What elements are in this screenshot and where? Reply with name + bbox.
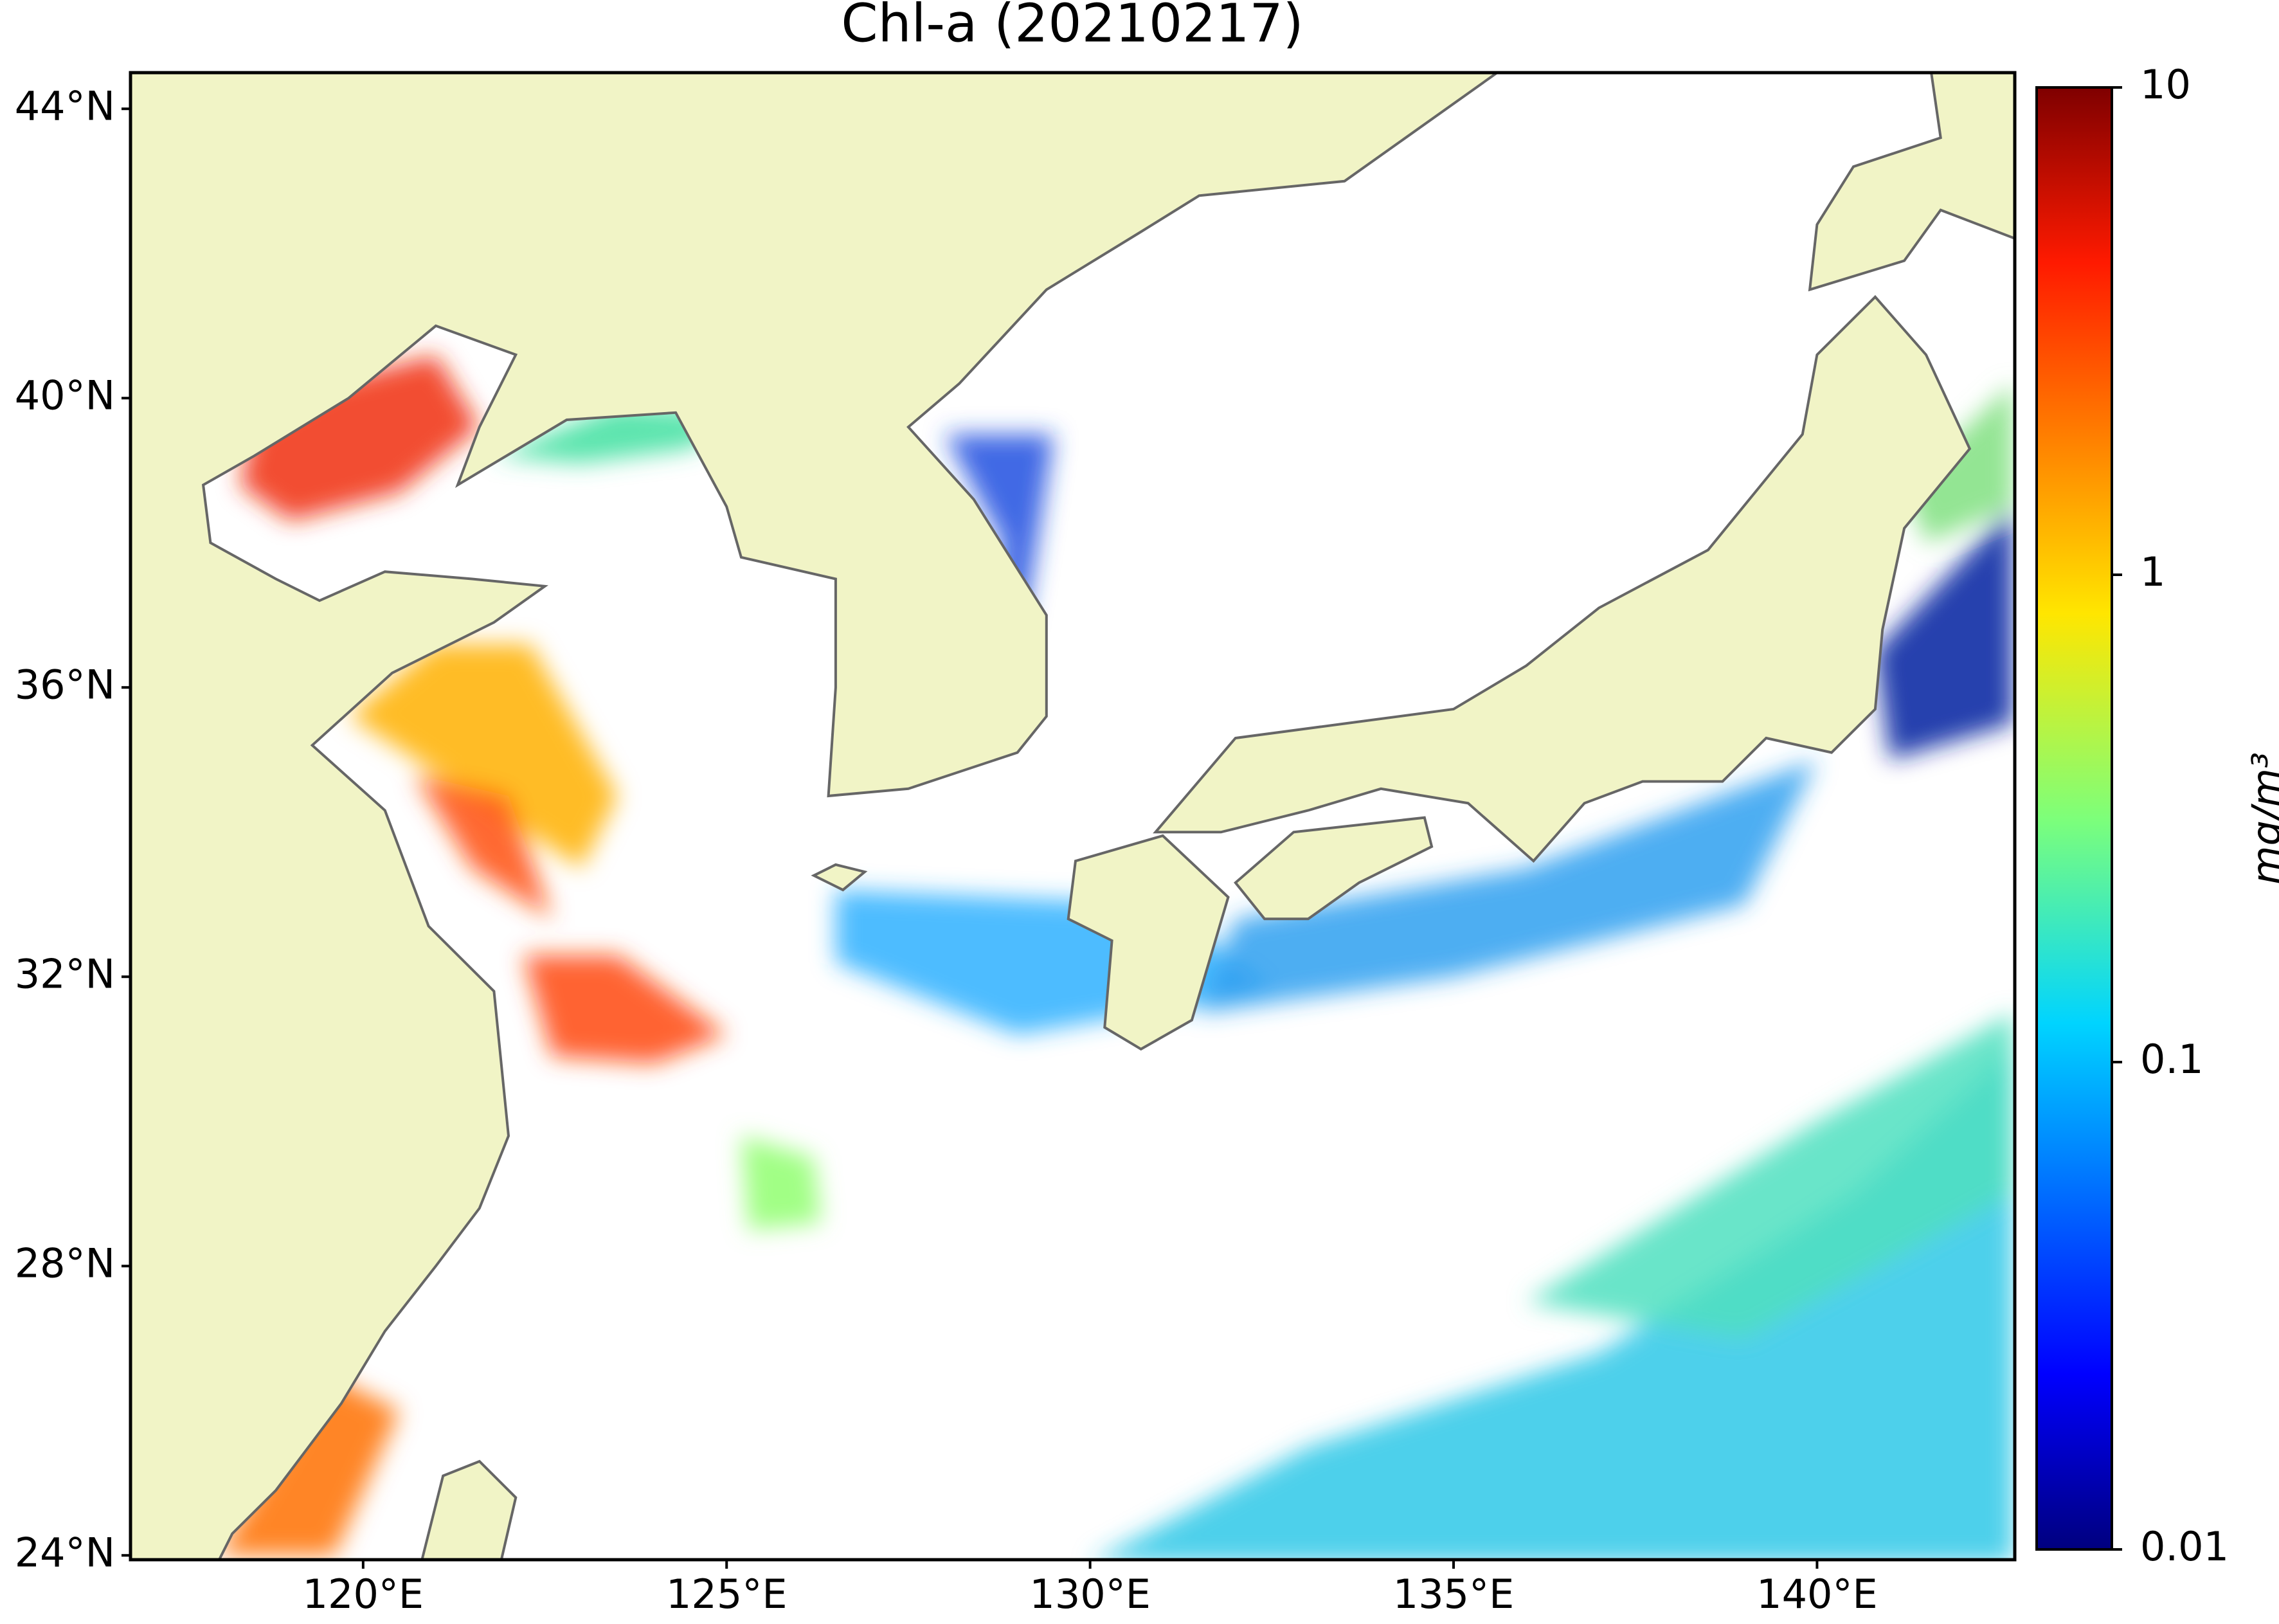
chlorophyll-patch xyxy=(1875,507,2013,760)
colorbar-tick-label: 0.1 xyxy=(2140,1036,2204,1083)
colorbar xyxy=(2035,86,2113,1551)
colorbar-tick-label: 10 xyxy=(2140,61,2191,108)
chlorophyll-patch xyxy=(217,1375,400,1556)
landmass xyxy=(1234,816,1434,921)
landmass xyxy=(1808,73,2015,292)
landmass xyxy=(420,1459,518,1560)
land xyxy=(131,73,2015,1560)
map-frame xyxy=(129,71,2017,1562)
chlorophyll-patch xyxy=(1199,759,1817,1013)
y-tick-label: 44°N xyxy=(15,82,115,129)
landmass xyxy=(1067,834,1230,1051)
x-tick-label: 135°E xyxy=(1393,1571,1515,1618)
landmass xyxy=(1153,294,1972,863)
landmass xyxy=(811,863,868,892)
y-tick-label: 36°N xyxy=(15,661,115,708)
chlorophyll-patch xyxy=(1095,1049,2013,1560)
chlorophyll-patch xyxy=(741,1135,822,1230)
landmass xyxy=(131,73,1499,1560)
chlorophyll-patch xyxy=(348,644,618,869)
colorbar-tick-label: 0.01 xyxy=(2140,1523,2229,1570)
chlorophyll-patch xyxy=(414,774,552,919)
colorbar-tick-label: 1 xyxy=(2140,548,2165,595)
y-tick-label: 40°N xyxy=(15,372,115,419)
chlorophyll-patch xyxy=(1526,1013,2013,1339)
x-tick-label: 140°E xyxy=(1756,1571,1878,1618)
x-tick-label: 125°E xyxy=(666,1571,788,1618)
x-tick-label: 120°E xyxy=(303,1571,424,1618)
chlorophyll-patch xyxy=(523,955,727,1064)
chlorophyll-patch xyxy=(239,354,480,521)
x-tick-label: 130°E xyxy=(1029,1571,1151,1618)
y-tick-label: 24°N xyxy=(15,1529,115,1576)
map-title: Chl-a (20210217) xyxy=(841,0,1303,54)
y-tick-label: 32°N xyxy=(15,950,115,997)
colorbar-label: mg/m³ xyxy=(2243,752,2279,885)
y-tick-label: 28°N xyxy=(15,1240,115,1286)
